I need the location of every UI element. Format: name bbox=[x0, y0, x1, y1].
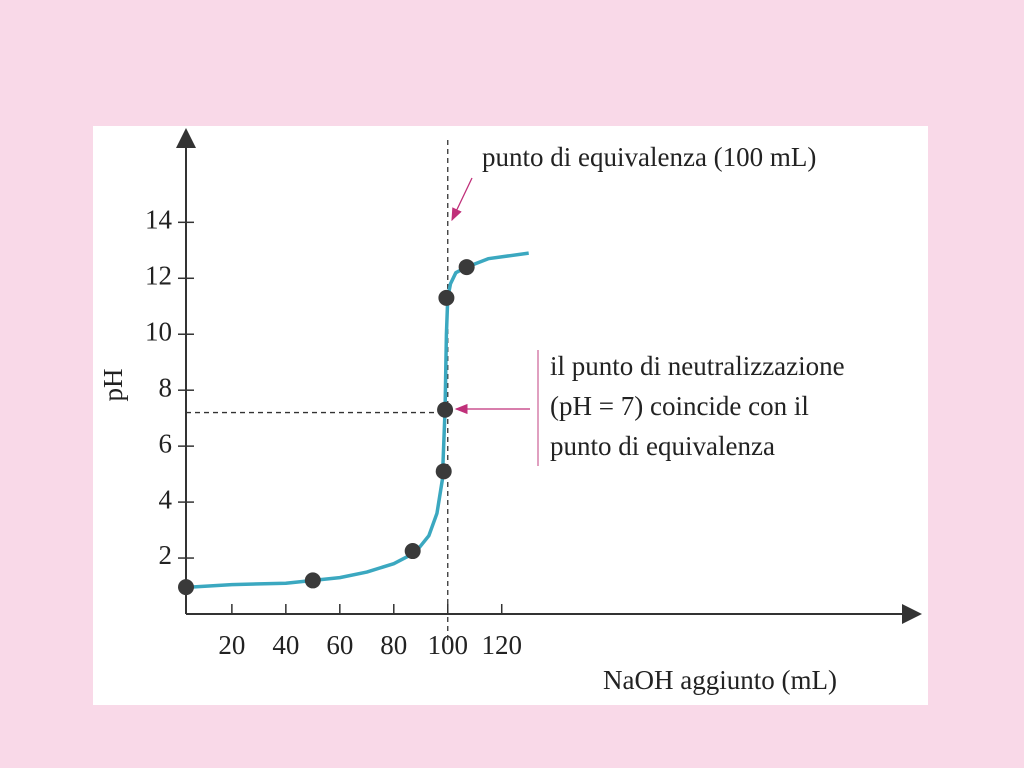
data-point bbox=[178, 579, 194, 596]
annotation-text: punto di equivalenza bbox=[550, 431, 775, 461]
annotation-text: il punto di neutralizzazione bbox=[550, 351, 845, 381]
x-tick-label: 80 bbox=[380, 630, 407, 660]
x-tick-label: 40 bbox=[272, 630, 299, 660]
data-point bbox=[438, 289, 455, 306]
annotation-text: punto di equivalenza (100 mL) bbox=[482, 142, 816, 172]
x-tick-label: 20 bbox=[218, 630, 245, 660]
titration-curve bbox=[185, 251, 529, 590]
y-tick-label: 10 bbox=[145, 316, 172, 346]
data-point bbox=[458, 259, 475, 276]
x-tick-label: 100 bbox=[428, 630, 469, 660]
annotation-arrow bbox=[451, 177, 473, 222]
y-tick-label: 6 bbox=[159, 428, 173, 458]
data-point bbox=[437, 401, 454, 418]
x-axis-label: NaOH aggiunto (mL) bbox=[603, 665, 837, 695]
annotation-text: (pH = 7) coincide con il bbox=[550, 391, 809, 421]
y-tick-label: 12 bbox=[145, 260, 172, 290]
data-point bbox=[435, 463, 452, 480]
y-tick-label: 2 bbox=[159, 540, 173, 570]
data-point bbox=[304, 572, 321, 589]
y-tick-label: 4 bbox=[159, 484, 173, 514]
y-tick-label: 14 bbox=[145, 205, 173, 235]
x-tick-label: 60 bbox=[326, 630, 353, 660]
y-axis-label: pH bbox=[98, 369, 128, 402]
x-tick-label: 120 bbox=[481, 630, 522, 660]
y-tick-label: 8 bbox=[159, 372, 173, 402]
data-point bbox=[404, 543, 421, 560]
